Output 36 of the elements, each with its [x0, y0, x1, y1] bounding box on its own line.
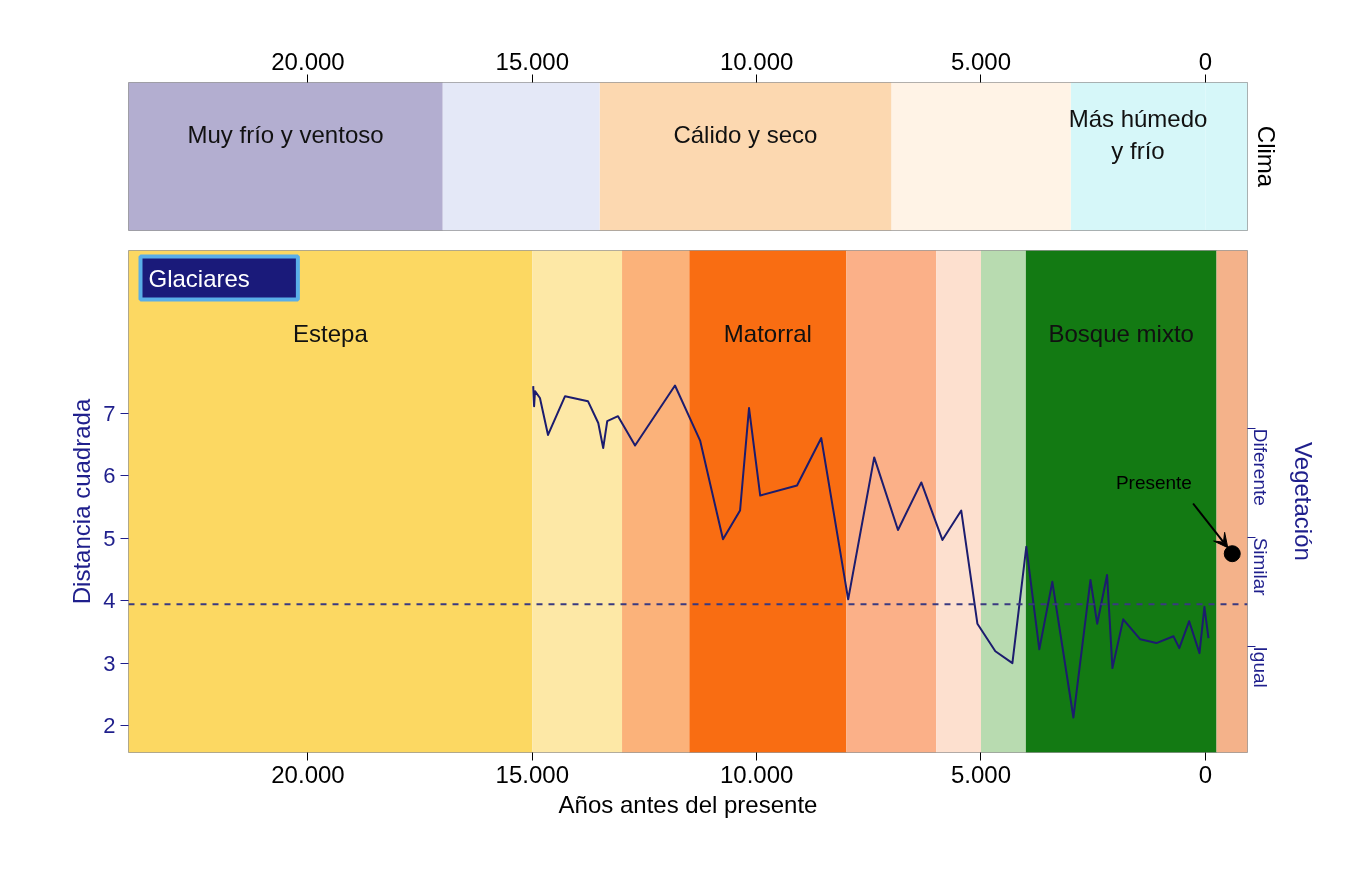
bar [128, 82, 443, 231]
bar [442, 82, 600, 231]
y-axis-title: Clima [1252, 125, 1280, 188]
y2-axis-title: Vegetación [1289, 442, 1317, 561]
bar [599, 82, 892, 231]
x-tick-label: 10.000 [719, 47, 794, 75]
x-tick-label: 15.000 [495, 760, 570, 788]
line-series [532, 384, 1210, 719]
text: Diferente [1250, 428, 1271, 506]
y-tick-label: 4 [103, 588, 116, 614]
text: Igual [1250, 646, 1271, 688]
x-tick-label: 0 [1198, 760, 1213, 788]
series-label: Muy frío y ventoso [187, 120, 384, 148]
y-axis-title: Distancia cuadrada [68, 398, 96, 605]
band-label: Estepa [293, 319, 369, 347]
annotation: Presente [1115, 472, 1192, 494]
y-tick-label: 7 [103, 400, 116, 426]
x-tick-label: 20.000 [271, 760, 345, 788]
annotation: Glaciares [148, 264, 250, 292]
x-tick-label: 15.000 [495, 47, 570, 75]
series-label: Más húmedo y frío [1068, 104, 1208, 164]
band-label: Bosque mixto [1048, 319, 1194, 347]
x-axis-title: Años antes del presente [558, 790, 818, 818]
band-label: Matorral [723, 319, 812, 347]
y-tick-label: 3 [103, 650, 116, 676]
x-tick-label: 20.000 [271, 47, 345, 75]
series-label: Cálido y seco [673, 120, 818, 148]
bar [891, 82, 1071, 231]
x-tick-label: 5.000 [950, 760, 1012, 788]
y-tick-label: 6 [103, 463, 116, 489]
x-tick-label: 10.000 [719, 760, 794, 788]
y-tick-label: 2 [103, 713, 116, 739]
y-tick-label: 5 [103, 525, 116, 551]
x-tick-label: 0 [1198, 47, 1213, 75]
x-tick-label: 5.000 [950, 47, 1012, 75]
text: Similar [1250, 537, 1271, 597]
